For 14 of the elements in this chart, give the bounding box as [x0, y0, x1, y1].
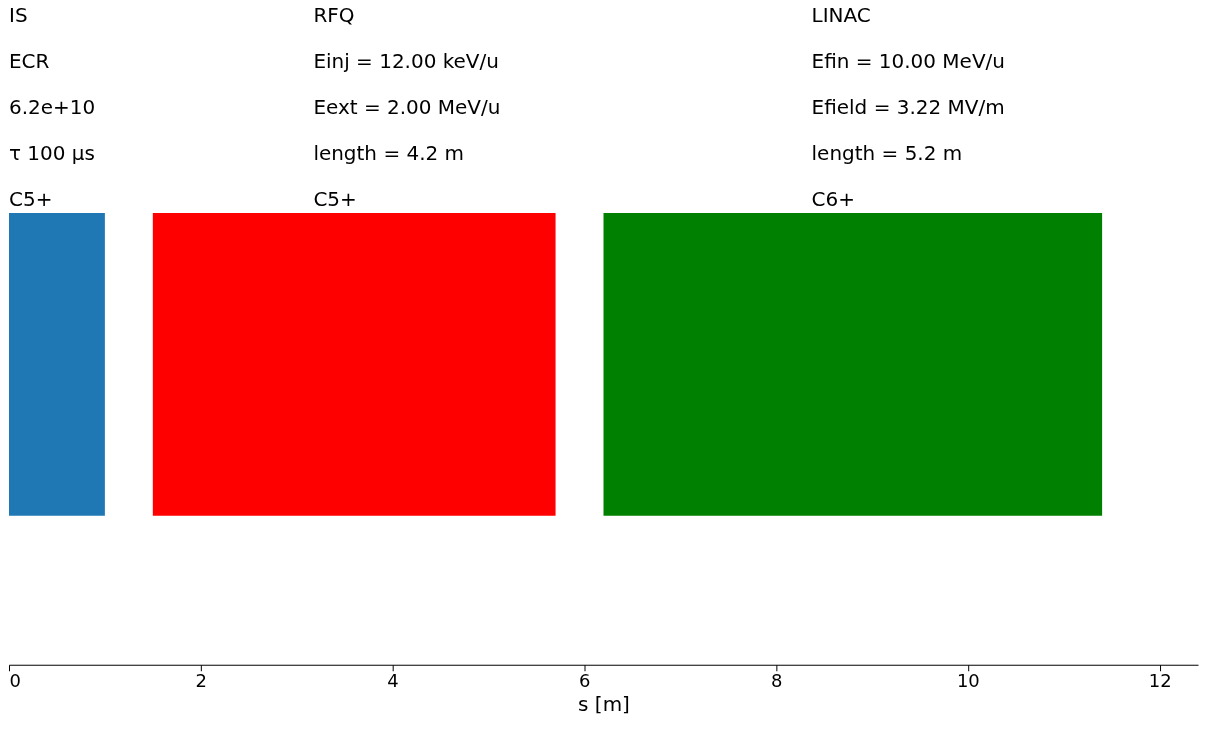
annotation: LINAC Efin = 10.00 MeV/u Efield = 3.22 MV/m length = 5.2 m C6+ — [811, 3, 1005, 212]
bar — [152, 213, 556, 516]
x-tick-label: 10 — [956, 670, 980, 692]
x-tick-label: 2 — [195, 670, 207, 692]
x-tick-label: 4 — [387, 670, 399, 692]
bar — [603, 213, 1103, 516]
annotation: IS ECR 6.2e+10 τ 100 μs C5+ — [8, 3, 96, 212]
x-tick-label: 0 — [9, 670, 21, 692]
bar — [8, 213, 105, 516]
x-tick-label: 6 — [579, 670, 591, 692]
x-tick-label: 12 — [1148, 670, 1172, 692]
annotation: RFQ Einj = 12.00 keV/u Eext = 2.00 MeV/u length = 4.2 m C5+ — [313, 3, 501, 212]
x-tick-label: 8 — [770, 670, 783, 692]
x-axis-title: s [m] — [578, 692, 630, 717]
